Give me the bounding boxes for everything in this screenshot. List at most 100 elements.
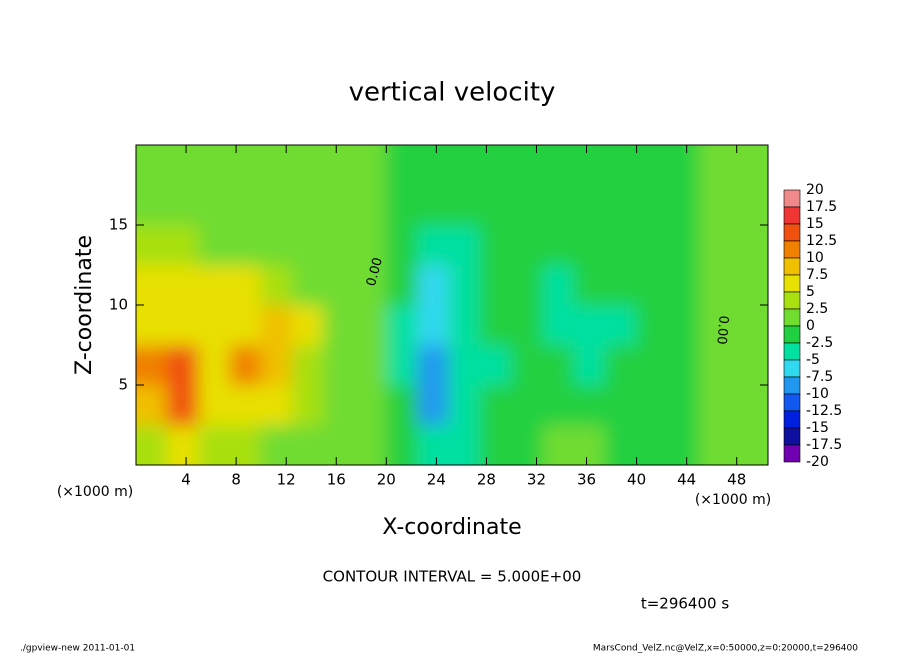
field-cell xyxy=(667,224,700,266)
field-cell xyxy=(636,424,669,465)
x-unit: (×1000 m) xyxy=(57,484,133,500)
x-tick-label: 16 xyxy=(327,471,346,489)
colorbar-label: -15 xyxy=(806,420,829,436)
field-cell xyxy=(698,424,731,465)
field-cell xyxy=(698,304,731,346)
field-cell xyxy=(385,304,419,346)
field-cell xyxy=(729,184,768,226)
field-cell xyxy=(510,384,544,426)
field-cell xyxy=(260,304,293,346)
field-cell xyxy=(604,424,638,465)
field-cell xyxy=(198,384,231,426)
field-cell xyxy=(323,344,356,386)
field-cell xyxy=(636,145,669,186)
field-cell xyxy=(417,344,450,386)
field-cell xyxy=(198,304,231,346)
field-cell xyxy=(542,304,575,346)
y-axis-label: Z-coordinate xyxy=(72,235,97,375)
field-cell xyxy=(136,304,168,346)
field-cell xyxy=(198,224,231,266)
field-cell xyxy=(667,184,700,226)
field-cell xyxy=(229,424,262,465)
colorbar-box xyxy=(783,393,801,412)
x-unit: (×1000 m) xyxy=(695,492,771,508)
colorbar-label: 7.5 xyxy=(806,267,828,283)
chart-title: vertical velocity xyxy=(349,78,556,108)
field-cell xyxy=(385,145,419,186)
x-tick-label: 28 xyxy=(477,471,496,489)
contour-interval: CONTOUR INTERVAL = 5.000E+00 xyxy=(323,568,582,586)
field-cell xyxy=(636,304,669,346)
field-cell xyxy=(323,145,356,186)
contour-label: 0.00 xyxy=(364,256,386,288)
field-cell xyxy=(729,384,768,426)
x-tick-label: 40 xyxy=(627,471,646,489)
field-cell xyxy=(136,384,168,426)
field-cell xyxy=(417,184,450,226)
field-cell xyxy=(573,184,606,226)
field-cell xyxy=(573,145,606,186)
footer-left: ./gpview-new 2011-01-01 xyxy=(20,644,135,654)
colorbar-box xyxy=(783,427,801,446)
colorbar-label: 17.5 xyxy=(806,199,837,215)
field-cell xyxy=(729,224,768,266)
field-cell xyxy=(417,264,450,306)
field-cell xyxy=(573,384,606,426)
field-cell xyxy=(510,224,544,266)
x-tick-label: 32 xyxy=(527,471,546,489)
colorbar-box xyxy=(783,444,801,463)
field-cell xyxy=(136,424,168,465)
field-cell xyxy=(198,145,231,186)
field-cell xyxy=(542,264,575,306)
field-cell xyxy=(291,424,325,465)
field-cell xyxy=(604,264,638,306)
field-cell xyxy=(510,184,544,226)
field-cell xyxy=(198,264,231,306)
x-tick-label: 36 xyxy=(577,471,596,489)
field-cell xyxy=(604,184,638,226)
colorbar-box xyxy=(783,240,801,259)
field-cell xyxy=(166,344,200,386)
field-cell xyxy=(136,344,168,386)
field-cell xyxy=(385,344,419,386)
colorbar-label: -7.5 xyxy=(806,369,833,385)
field-cell xyxy=(604,304,638,346)
field-cell xyxy=(604,145,638,186)
field-cell xyxy=(542,224,575,266)
field-cell xyxy=(510,304,544,346)
field-cell xyxy=(291,344,325,386)
colorbar-label: 10 xyxy=(806,250,824,266)
field-cell xyxy=(136,145,168,186)
field-cell xyxy=(698,224,731,266)
field-cell xyxy=(604,224,638,266)
colorbar-box xyxy=(783,189,801,208)
field-cell xyxy=(542,384,575,426)
field-cell xyxy=(667,424,700,465)
field-cell xyxy=(636,384,669,426)
x-tick-label: 4 xyxy=(181,471,191,489)
colorbar-label: 2.5 xyxy=(806,301,828,317)
field-cell xyxy=(260,344,293,386)
field-cell xyxy=(542,344,575,386)
time-label: t=296400 s xyxy=(641,595,729,613)
field-cell xyxy=(229,384,262,426)
field-cell xyxy=(229,145,262,186)
colorbar-label: 20 xyxy=(806,182,824,198)
colorbar-label: 0 xyxy=(806,318,815,334)
field-cell xyxy=(166,424,200,465)
colorbar-label: -20 xyxy=(806,454,829,470)
field-cell xyxy=(260,264,293,306)
field-cell xyxy=(479,184,512,226)
field-cell xyxy=(448,344,481,386)
field-cell xyxy=(229,344,262,386)
field-cell xyxy=(417,224,450,266)
field-cell xyxy=(291,184,325,226)
field-cell xyxy=(291,304,325,346)
field-cell xyxy=(573,424,606,465)
field-cell xyxy=(479,224,512,266)
colorbar-box xyxy=(783,223,801,242)
field-cell xyxy=(323,384,356,426)
field-cell xyxy=(291,224,325,266)
field-cell xyxy=(604,384,638,426)
